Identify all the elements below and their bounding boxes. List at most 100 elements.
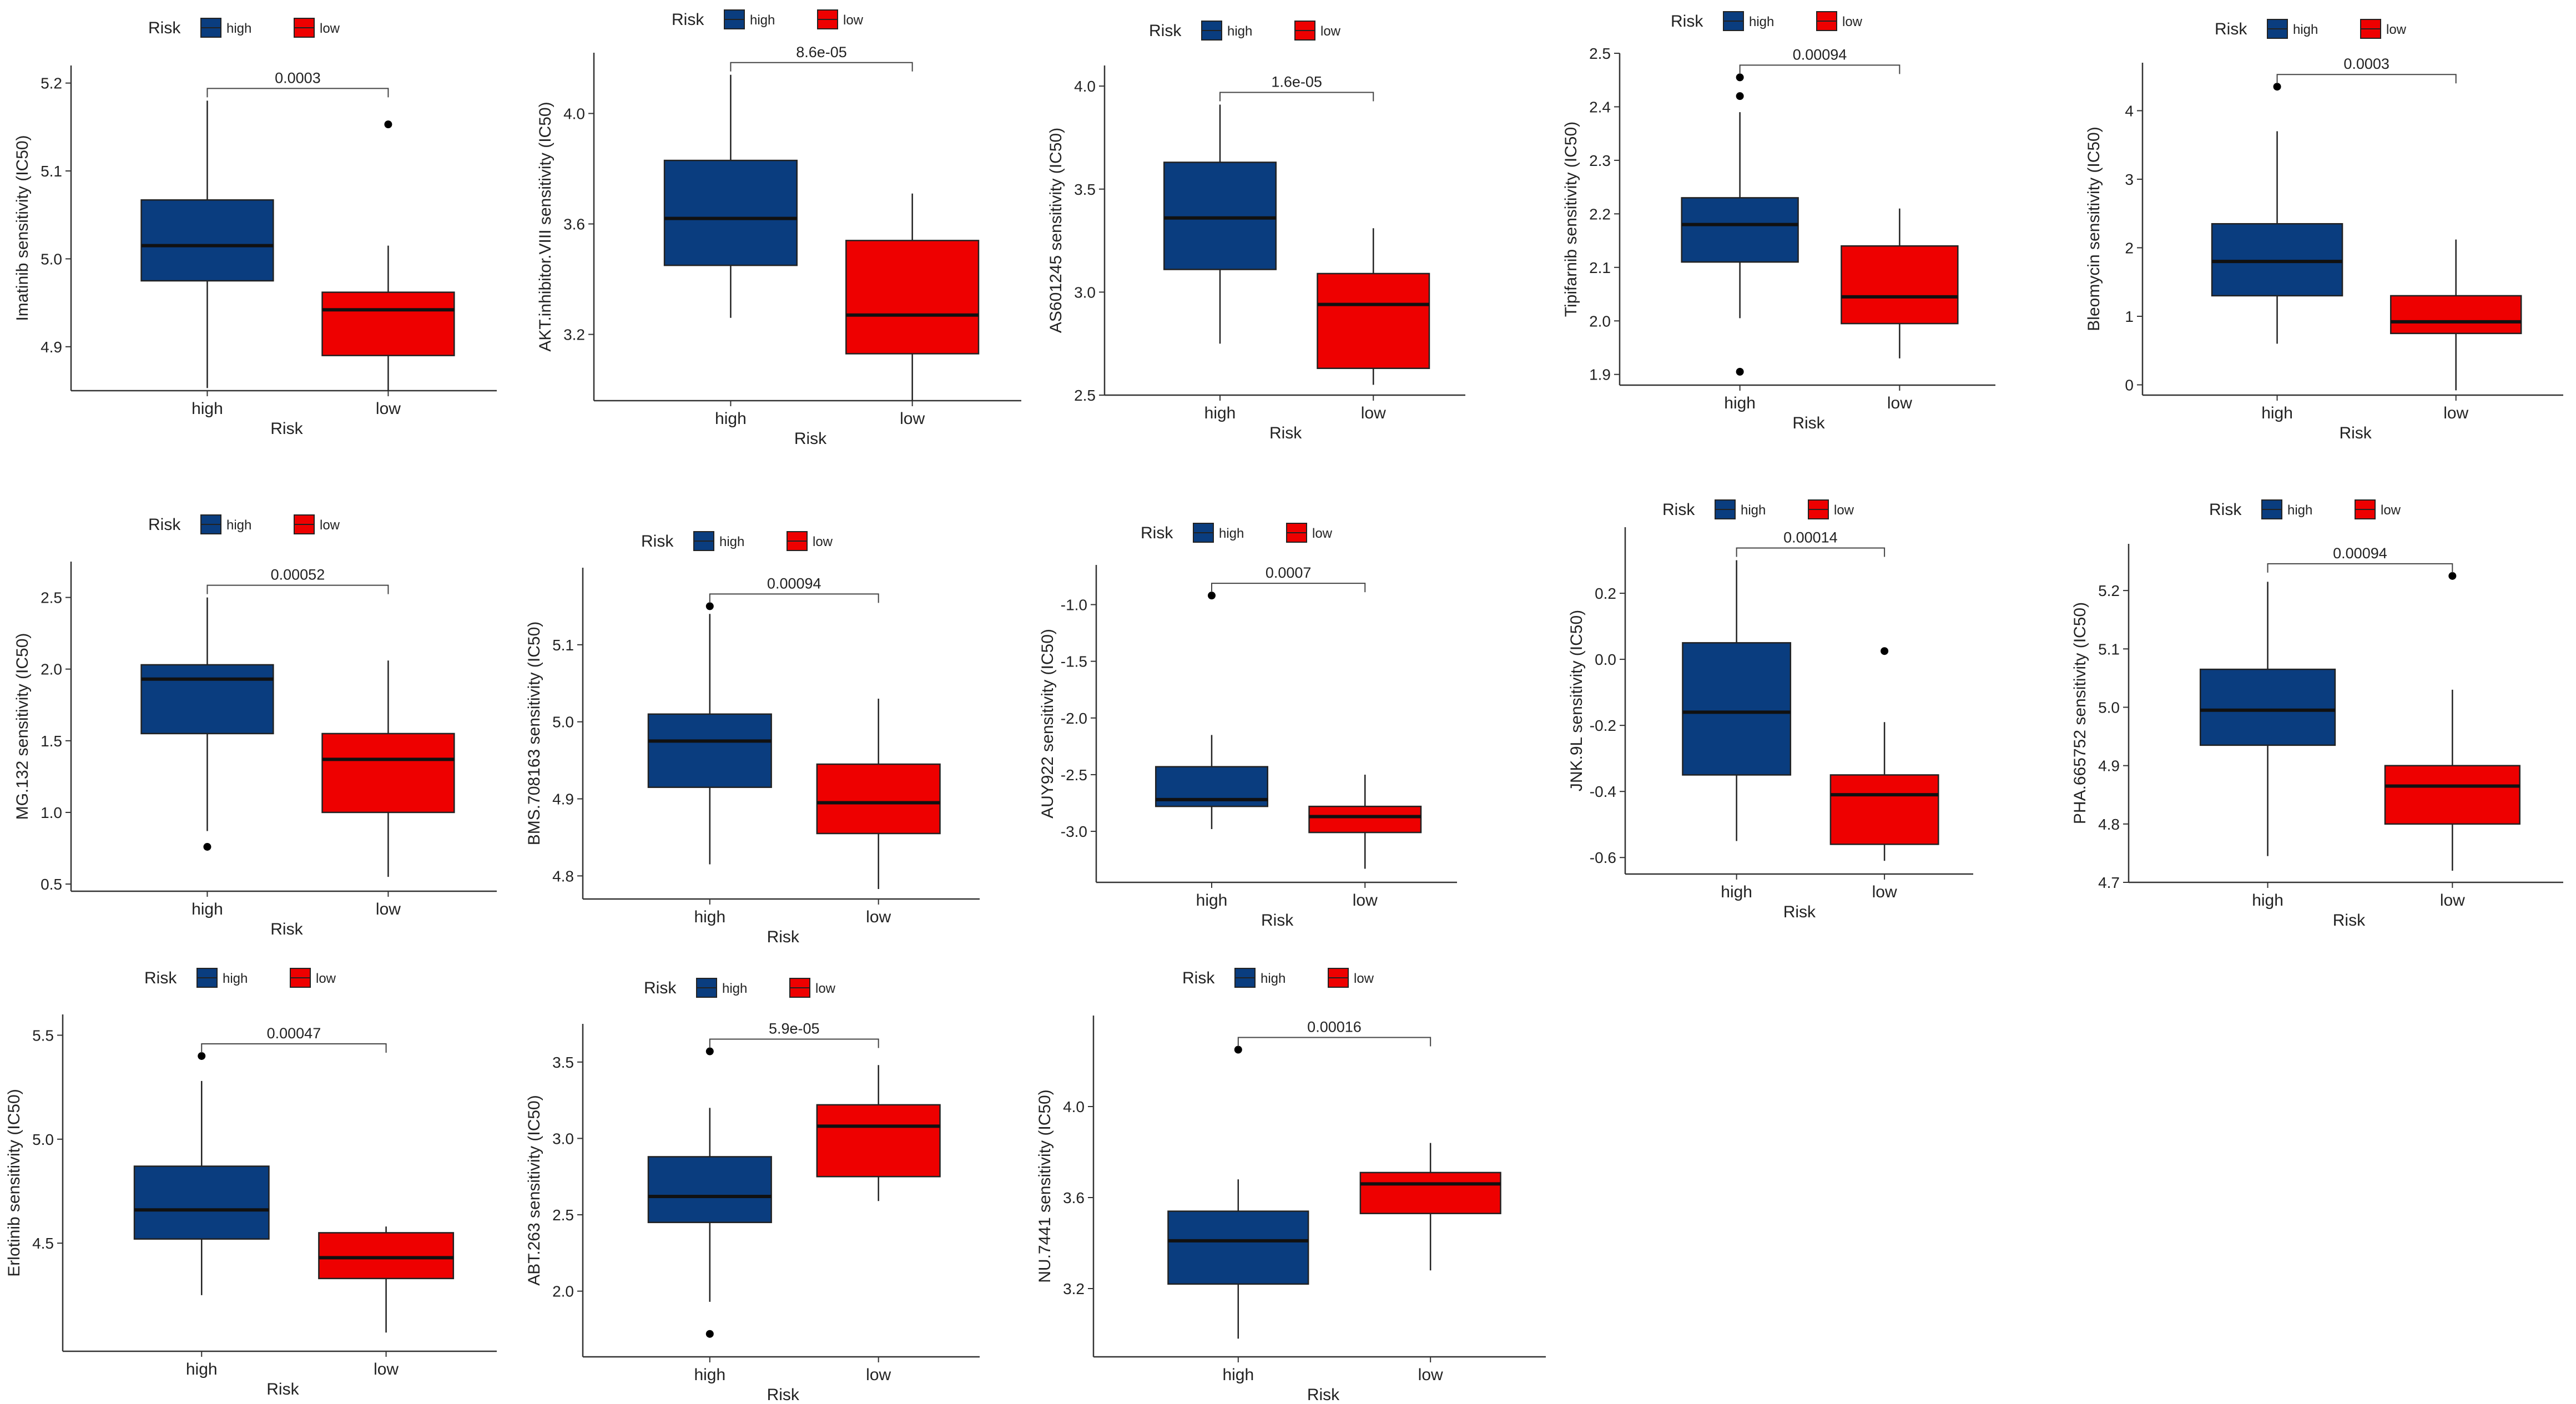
panel-2: Risk high low 3.2 3.6 4.0 AKT.inhibitor.VIII s… (536, 9, 1021, 448)
x-tick-label-low: low (374, 1360, 399, 1378)
legend: Risk high low (148, 18, 340, 38)
y-tick-label: 1.5 (41, 733, 62, 750)
pvalue-label: 5.9e-05 (769, 1021, 820, 1037)
y-axis-label: ABT.263 sensitivity (IC50) (525, 1095, 543, 1285)
panel-5: Risk high low 0 1 2 3 4 Bleomycin sensitivity (I… (2085, 19, 2563, 442)
legend-label-high: high (1741, 503, 1766, 518)
x-tick-label-high: high (1222, 1366, 1254, 1384)
panel-6: Risk high low 0.5 1.0 1.5 2.0 2.5 MG.132 sensiti… (13, 514, 497, 938)
box-iqr (647, 713, 772, 788)
legend-label-low: low (1842, 14, 1863, 29)
y-tick-label: 0.5 (41, 876, 62, 893)
box-iqr (133, 1165, 270, 1240)
panel-9: Risk high low -0.6 -0.4 -0.2 0.0 0.2 JNK.9L sens… (1567, 499, 1973, 921)
legend-label-high: high (719, 534, 744, 549)
box-low (1829, 647, 1939, 861)
bracket-line (2267, 563, 2453, 573)
box-high (1681, 73, 1799, 376)
box-high (2199, 582, 2336, 856)
x-tick-label-low: low (2440, 891, 2465, 910)
x-axis-label: Risk (1269, 424, 1302, 442)
box-iqr (1163, 161, 1277, 270)
x-axis-label: Risk (1261, 911, 1294, 930)
y-tick-label: -1.5 (1061, 653, 1087, 670)
y-tick-label: 5.0 (2098, 699, 2120, 716)
y-tick-label: 4.5 (32, 1235, 54, 1252)
legend-label-low: low (1320, 24, 1341, 39)
box-low (1359, 1143, 1501, 1271)
box-low (2384, 572, 2520, 871)
x-tick-label-high: high (715, 410, 747, 428)
legend-label-low: low (815, 981, 836, 996)
box-iqr (1359, 1171, 1501, 1214)
legend: Risk high low (1671, 11, 1863, 31)
pvalue-label: 0.0003 (275, 69, 321, 86)
bracket-line (2276, 74, 2457, 84)
y-tick-label: -2.0 (1061, 710, 1087, 727)
legend-label-high: high (722, 981, 747, 996)
panel-1: Risk high low 4.9 5.0 5.1 5.2 Imatinib sensitiv… (13, 18, 497, 438)
box-high (1682, 560, 1792, 841)
bracket-line (1219, 92, 1374, 102)
y-tick-label: 2.1 (1589, 259, 1611, 276)
outlier-point (203, 842, 211, 851)
panel-12: Risk high low 2.0 2.5 3.0 3.5 ABT.263 sensitivi… (525, 978, 980, 1404)
y-tick-label: 2.0 (552, 1283, 574, 1300)
box-iqr (1167, 1210, 1309, 1285)
legend-title: Risk (148, 19, 181, 37)
legend: Risk high low (1141, 523, 1333, 543)
y-tick-label: 3.6 (1063, 1189, 1085, 1206)
outlier-point (705, 1047, 714, 1055)
pvalue-label: 0.00094 (1793, 46, 1847, 63)
y-tick-label: -1.0 (1061, 597, 1087, 614)
pvalue-label: 8.6e-05 (796, 44, 847, 60)
bracket-line (1739, 64, 1901, 74)
y-tick-label: 5.0 (32, 1131, 54, 1148)
y-tick-label: 1.9 (1589, 366, 1611, 383)
legend-label-low: low (2386, 22, 2407, 37)
pvalue-label: 0.00016 (1307, 1019, 1362, 1036)
y-tick-label: 4 (2125, 102, 2134, 119)
panel-7: Risk high low 4.8 4.9 5.0 5.1 BMS.708163 sensit… (525, 531, 980, 946)
y-tick-label: 4.7 (2098, 874, 2120, 891)
legend: Risk high low (2209, 499, 2401, 519)
bracket-line (206, 88, 389, 98)
box-low (1317, 228, 1430, 385)
legend-label-low: low (813, 534, 833, 549)
box-low (816, 1065, 941, 1201)
legend-label-low: low (320, 518, 340, 533)
x-tick-label-low: low (866, 908, 891, 926)
box-iqr (2390, 295, 2522, 335)
x-tick-label-low: low (1887, 394, 1912, 412)
legend-label-high: high (1227, 24, 1252, 39)
legend-title: Risk (1671, 12, 1703, 31)
x-axis-label: Risk (2339, 424, 2372, 442)
panel-13: Risk high low 3.2 3.6 4.0 NU.7441 sensitivity … (1036, 968, 1546, 1404)
box-low (318, 1226, 455, 1333)
legend: Risk high low (144, 968, 336, 988)
x-tick-label-high: high (694, 1366, 725, 1384)
y-tick-label: 4.9 (41, 339, 62, 356)
pvalue-bracket: 1.6e-05 (1219, 74, 1374, 102)
outlier-point (1208, 592, 1216, 600)
legend-title: Risk (1149, 22, 1182, 40)
legend-label-high: high (2293, 22, 2318, 37)
y-tick-label: 2.5 (1589, 45, 1611, 62)
x-tick-label-low: low (1872, 883, 1897, 901)
legend-label-low: low (1312, 526, 1333, 541)
legend-label-low: low (1354, 971, 1374, 986)
x-tick-label-high: high (191, 900, 223, 918)
outlier-point (705, 1330, 714, 1338)
y-tick-label: 4.8 (2098, 816, 2120, 833)
y-tick-label: 0 (2125, 376, 2134, 393)
bracket-line (730, 62, 913, 72)
y-tick-label: 3.2 (563, 326, 585, 344)
legend: Risk high low (644, 978, 836, 998)
x-tick-label-high: high (2261, 404, 2293, 422)
legend-label-high: high (2287, 503, 2312, 518)
outlier-point (1736, 92, 1744, 100)
legend: Risk high low (1149, 21, 1341, 41)
pvalue-bracket: 8.6e-05 (730, 44, 913, 72)
box-iqr (321, 733, 455, 814)
